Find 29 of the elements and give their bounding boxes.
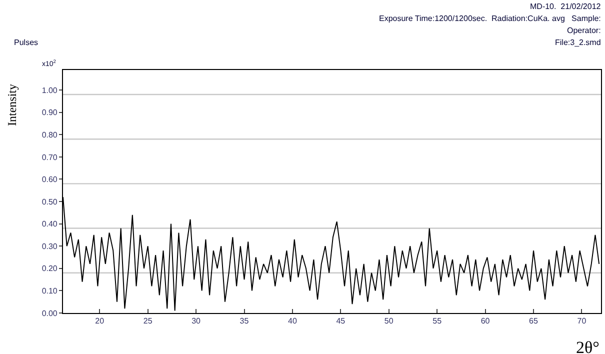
x-tick-label: 20 [95, 316, 105, 326]
x-tick-label: 40 [288, 316, 298, 326]
y-tick-label: 0.50 [42, 197, 58, 206]
x-tick-label: 30 [192, 316, 202, 326]
text: File:3_2.smd [555, 38, 601, 47]
y-tick-label: 0.40 [42, 220, 58, 229]
y-tick-label: 0.80 [42, 130, 58, 140]
text: Pulses [14, 38, 38, 47]
y-tick-label: 0.90 [42, 108, 58, 118]
x-axis-title: 2θ° [576, 338, 600, 354]
y-tick-label: 0.60 [42, 175, 58, 184]
y-tick-label: 0.70 [42, 152, 58, 162]
y-axis-title: Intensity [5, 84, 19, 126]
x-tick-label: 65 [529, 316, 539, 326]
y-tick-label: 0.00 [42, 308, 58, 318]
x-tick-label: 45 [336, 316, 346, 326]
y-tick-label: 0.30 [42, 242, 58, 251]
x-tick-label: 50 [384, 316, 394, 326]
y-tick-label: 0.10 [42, 286, 58, 296]
y-tick-label: 0.20 [42, 264, 58, 274]
x-tick-label: 25 [143, 316, 153, 326]
text: Exposure Time:1200/1200sec. Radiation:CuKa. avg Sample: [379, 14, 601, 23]
x-tick-label: 70 [577, 316, 587, 326]
x-tick-label: 60 [480, 316, 490, 326]
y-tick-label: 1.00 [42, 86, 58, 95]
x-tick-label: 35 [240, 316, 250, 326]
text: MD-10. 21/02/2012 [530, 2, 602, 11]
x-tick-label: 55 [432, 316, 442, 326]
text: Operator: [567, 26, 601, 35]
